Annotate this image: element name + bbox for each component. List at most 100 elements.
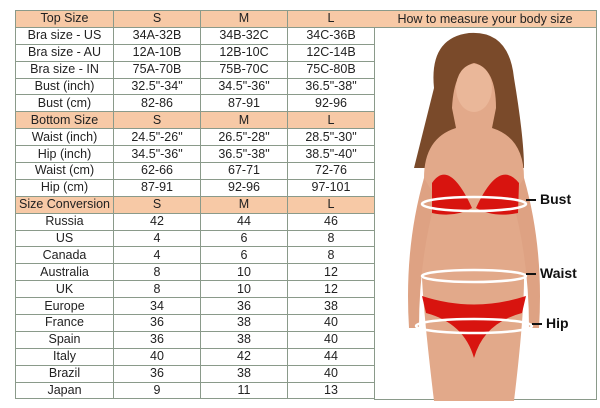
section-header-row: Top Size S M L	[15, 10, 375, 28]
size-cell: 87-91	[113, 178, 201, 197]
size-cell: S	[113, 10, 201, 28]
size-cell: L	[287, 10, 375, 28]
row-label-cell: Bra size - AU	[15, 43, 114, 62]
table-row: Spain 36 38 40	[15, 330, 375, 349]
row-label-cell: Bust (cm)	[15, 94, 114, 113]
row-label-cell: Europe	[15, 297, 114, 316]
table-row: Hip (inch) 34.5"-36" 36.5"-38" 38.5"-40"	[15, 145, 375, 164]
table-row: Bust (cm) 82-86 87-91 92-96	[15, 94, 375, 113]
size-cell: 38	[200, 364, 288, 383]
size-cell: 34	[113, 297, 201, 316]
hip-measure-line	[414, 317, 534, 335]
size-cell: 44	[200, 212, 288, 231]
size-cell: 75B-70C	[200, 60, 288, 79]
size-cell: 4	[113, 246, 201, 265]
size-cell: 40	[287, 364, 375, 383]
table-row: Japan 9 11 13	[15, 381, 375, 400]
size-cell: 36	[200, 297, 288, 316]
row-label-cell: Bra size - IN	[15, 60, 114, 79]
row-label-cell: Italy	[15, 347, 114, 366]
size-cell: 12B-10C	[200, 43, 288, 62]
table-row: Australia 8 10 12	[15, 263, 375, 282]
size-cell: 40	[113, 347, 201, 366]
size-cell: 28.5"-30"	[287, 128, 375, 147]
row-label-cell: France	[15, 314, 114, 332]
size-cell: 97-101	[287, 178, 375, 197]
table-row: Italy 40 42 44	[15, 347, 375, 366]
row-label-cell: Spain	[15, 330, 114, 349]
size-cell: 38	[200, 314, 288, 332]
size-cell: 34.5"-36"	[113, 145, 201, 164]
size-cell: 8	[287, 246, 375, 265]
bikini-top	[432, 174, 519, 215]
size-cell: 82-86	[113, 94, 201, 113]
row-label-cell: Japan	[15, 381, 114, 400]
size-cell: 36.5"-38"	[200, 145, 288, 164]
size-cell: 75C-80B	[287, 60, 375, 79]
table-row: Russia 42 44 46	[15, 212, 375, 231]
size-cell: 38	[200, 330, 288, 349]
size-cell: 75A-70B	[113, 60, 201, 79]
size-cell: 8	[287, 229, 375, 248]
size-cell: 8	[113, 280, 201, 299]
size-cell: L	[287, 195, 375, 214]
size-cell: M	[200, 10, 288, 28]
table-row: Bra size - US 34A-32B 34B-32C 34C-36B	[15, 26, 375, 45]
size-cell: 36.5"-38"	[287, 77, 375, 96]
size-cell: 9	[113, 381, 201, 400]
size-cell: 10	[200, 263, 288, 282]
row-label-cell: Australia	[15, 263, 114, 282]
size-cell: 46	[287, 212, 375, 231]
size-cell: 26.5"-28"	[200, 128, 288, 147]
row-label-cell: Waist (cm)	[15, 162, 114, 180]
bikini-bottom	[422, 296, 526, 358]
size-cell: 12	[287, 280, 375, 299]
table-row: Bra size - AU 12A-10B 12B-10C 12C-14B	[15, 43, 375, 62]
table-row: Bust (inch) 32.5"-34" 34.5"-36" 36.5"-38"	[15, 77, 375, 96]
size-cell: L	[287, 111, 375, 130]
size-cell: 36	[113, 330, 201, 349]
size-cell: 38.5"-40"	[287, 145, 375, 164]
size-cell: 34C-36B	[287, 26, 375, 45]
table-row: Waist (inch) 24.5"-26" 26.5"-28" 28.5"-30"	[15, 128, 375, 147]
size-cell: 6	[200, 246, 288, 265]
row-label-cell: Size Conversion	[15, 195, 114, 214]
table-row: France 36 38 40	[15, 314, 375, 332]
row-label-cell: Hip (cm)	[15, 178, 114, 197]
size-cell: 24.5"-26"	[113, 128, 201, 147]
row-label-cell: UK	[15, 280, 114, 299]
table-row: Europe 34 36 38	[15, 297, 375, 316]
table-row: Canada 4 6 8	[15, 246, 375, 265]
size-cell: 34B-32C	[200, 26, 288, 45]
face	[456, 64, 492, 112]
size-cell: 36	[113, 314, 201, 332]
size-cell: 8	[113, 263, 201, 282]
hip-label: Hip	[546, 315, 569, 331]
table-row: UK 8 10 12	[15, 280, 375, 299]
row-label-cell: Waist (inch)	[15, 128, 114, 147]
size-cell: 87-91	[200, 94, 288, 113]
table-row: Brazil 36 38 40	[15, 364, 375, 383]
size-cell: 38	[287, 297, 375, 316]
size-cell: 32.5"-34"	[113, 77, 201, 96]
size-cell: 11	[200, 381, 288, 400]
size-cell: 92-96	[200, 178, 288, 197]
row-label-cell: Hip (inch)	[15, 145, 114, 164]
size-cell: 67-71	[200, 162, 288, 180]
size-cell: 40	[287, 330, 375, 349]
row-label-cell: Brazil	[15, 364, 114, 383]
row-label-cell: Russia	[15, 212, 114, 231]
row-label-cell: US	[15, 229, 114, 248]
size-cell: S	[113, 111, 201, 130]
size-cell: 42	[200, 347, 288, 366]
measure-panel: How to measure your body size Bust Waist…	[374, 10, 597, 401]
size-cell: 44	[287, 347, 375, 366]
size-cell: 6	[200, 229, 288, 248]
size-cell: 34.5"-36"	[200, 77, 288, 96]
size-cell: 4	[113, 229, 201, 248]
bust-label: Bust	[540, 191, 572, 207]
waist-measure-line	[420, 268, 528, 284]
row-label-cell: Top Size	[15, 10, 114, 28]
section-header-row: Size Conversion S M L	[15, 195, 375, 214]
row-label-cell: Bottom Size	[15, 111, 114, 130]
